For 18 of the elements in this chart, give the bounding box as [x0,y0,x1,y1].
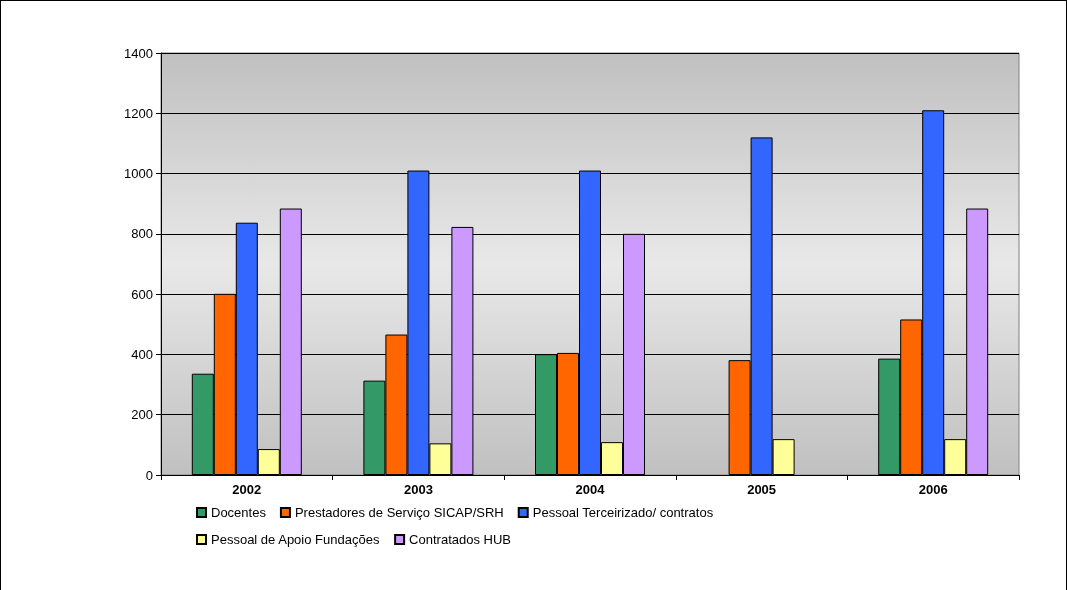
x-tick-label: 2002 [232,482,262,497]
y-tick-label: 1200 [124,105,153,121]
x-tick-label: 2003 [403,482,433,497]
y-tick-label: 600 [131,286,153,302]
y-tick-label: 200 [131,407,153,423]
y-tick-label: 800 [131,226,153,242]
y-tick-label: 1000 [124,166,153,182]
y-tick-label: 400 [131,346,153,362]
x-tick-label: 2005 [747,482,777,497]
legend-label: Docentes [211,505,267,520]
legend-label: Prestadores de Serviço SICAP/SRH [294,505,504,520]
legend-label: Pessoal Terceirizado/ contratos [532,505,714,520]
x-tick-label: 2004 [575,482,606,497]
legend-label: Contratados HUB [409,532,511,547]
y-tick-label: 1400 [124,45,153,61]
y-tick-label: 0 [145,467,153,483]
x-tick-label: 2006 [918,482,948,497]
legend-label: Pessoal de Apoio Fundações [211,532,380,547]
